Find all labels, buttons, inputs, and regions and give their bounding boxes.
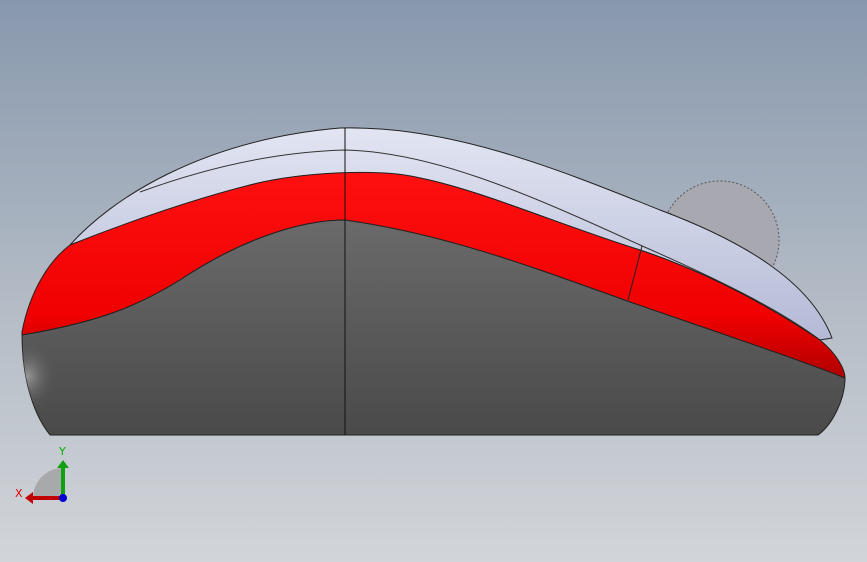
y-arrow-head xyxy=(57,460,69,468)
z-axis-dot xyxy=(59,494,67,502)
axis-triad: Y X xyxy=(15,445,69,504)
lower-body xyxy=(21,219,846,436)
triad-quadrant xyxy=(33,468,63,498)
body-highlight xyxy=(22,318,120,435)
shell-line xyxy=(139,149,821,341)
y-axis-label: Y xyxy=(58,445,66,458)
x-axis-label: X xyxy=(15,487,23,500)
mouse-model[interactable] xyxy=(21,127,846,436)
split-line xyxy=(627,245,643,301)
x-arrow-head xyxy=(25,492,33,504)
wheel xyxy=(667,180,780,269)
